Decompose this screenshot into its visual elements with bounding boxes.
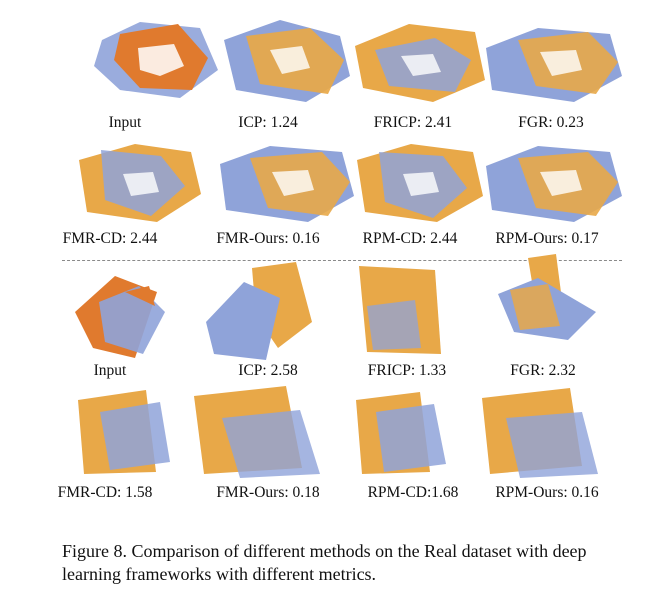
label-fricp-room: FRICP: 2.41 bbox=[373, 114, 453, 131]
label-fmr-ours-chair: FMR-Ours: 0.18 bbox=[216, 484, 320, 501]
panel-fricp-chair bbox=[345, 262, 495, 362]
label-rpm-cd-chair: RPM-CD:1.68 bbox=[367, 484, 459, 501]
label-rpm-ours-room: RPM-Ours: 0.17 bbox=[495, 230, 599, 247]
panel-input-room bbox=[80, 10, 230, 110]
panel-rpm-cd-room bbox=[345, 130, 495, 230]
dashed-divider bbox=[62, 260, 622, 261]
point-cloud-image bbox=[79, 144, 201, 222]
label-fgr-room: FGR: 0.23 bbox=[518, 114, 584, 131]
panel-fmr-ours-room bbox=[210, 130, 360, 230]
panel-rpm-ours-room bbox=[478, 130, 628, 230]
label-fmr-cd-chair: FMR-CD: 1.58 bbox=[57, 484, 153, 501]
panel-fmr-cd-chair bbox=[70, 382, 220, 482]
label-icp-room: ICP: 1.24 bbox=[238, 114, 298, 131]
point-cloud-image bbox=[78, 390, 170, 474]
point-cloud-image bbox=[486, 146, 622, 222]
label-fgr-chair: FGR: 2.32 bbox=[510, 362, 576, 379]
label-input-chair: Input bbox=[93, 362, 127, 379]
point-cloud-image bbox=[357, 144, 483, 222]
point-cloud-image bbox=[94, 22, 218, 98]
point-cloud-image bbox=[206, 262, 312, 360]
panel-fricp-room bbox=[345, 10, 495, 110]
point-cloud-image bbox=[356, 392, 446, 474]
figure-caption: Figure 8. Comparison of different method… bbox=[62, 541, 587, 584]
label-fmr-cd-room: FMR-CD: 2.44 bbox=[62, 230, 158, 247]
label-rpm-ours-chair: RPM-Ours: 0.16 bbox=[495, 484, 599, 501]
panel-icp-room bbox=[210, 10, 360, 110]
label-icp-chair: ICP: 2.58 bbox=[238, 362, 298, 379]
point-cloud-image bbox=[355, 24, 485, 102]
point-cloud-image bbox=[194, 386, 320, 478]
label-rpm-cd-room: RPM-CD: 2.44 bbox=[362, 230, 458, 247]
label-fmr-ours-room: FMR-Ours: 0.16 bbox=[216, 230, 320, 247]
point-cloud-image bbox=[75, 276, 165, 358]
panel-icp-chair bbox=[200, 262, 350, 362]
panel-rpm-cd-chair bbox=[350, 382, 500, 482]
point-cloud-image bbox=[482, 388, 598, 478]
label-fricp-chair: FRICP: 1.33 bbox=[367, 362, 447, 379]
panel-rpm-ours-chair bbox=[478, 382, 628, 482]
panel-fmr-ours-chair bbox=[190, 382, 340, 482]
point-cloud-image bbox=[220, 146, 354, 222]
panel-input-chair bbox=[65, 262, 215, 362]
panel-fgr-room bbox=[478, 10, 628, 110]
panel-fgr-chair bbox=[478, 254, 628, 354]
point-cloud-image bbox=[498, 254, 596, 340]
label-input-room: Input bbox=[108, 114, 142, 131]
point-cloud-image bbox=[224, 20, 350, 102]
point-cloud-image bbox=[486, 28, 622, 102]
point-cloud-image bbox=[359, 266, 441, 354]
panel-fmr-cd-room bbox=[65, 130, 215, 230]
